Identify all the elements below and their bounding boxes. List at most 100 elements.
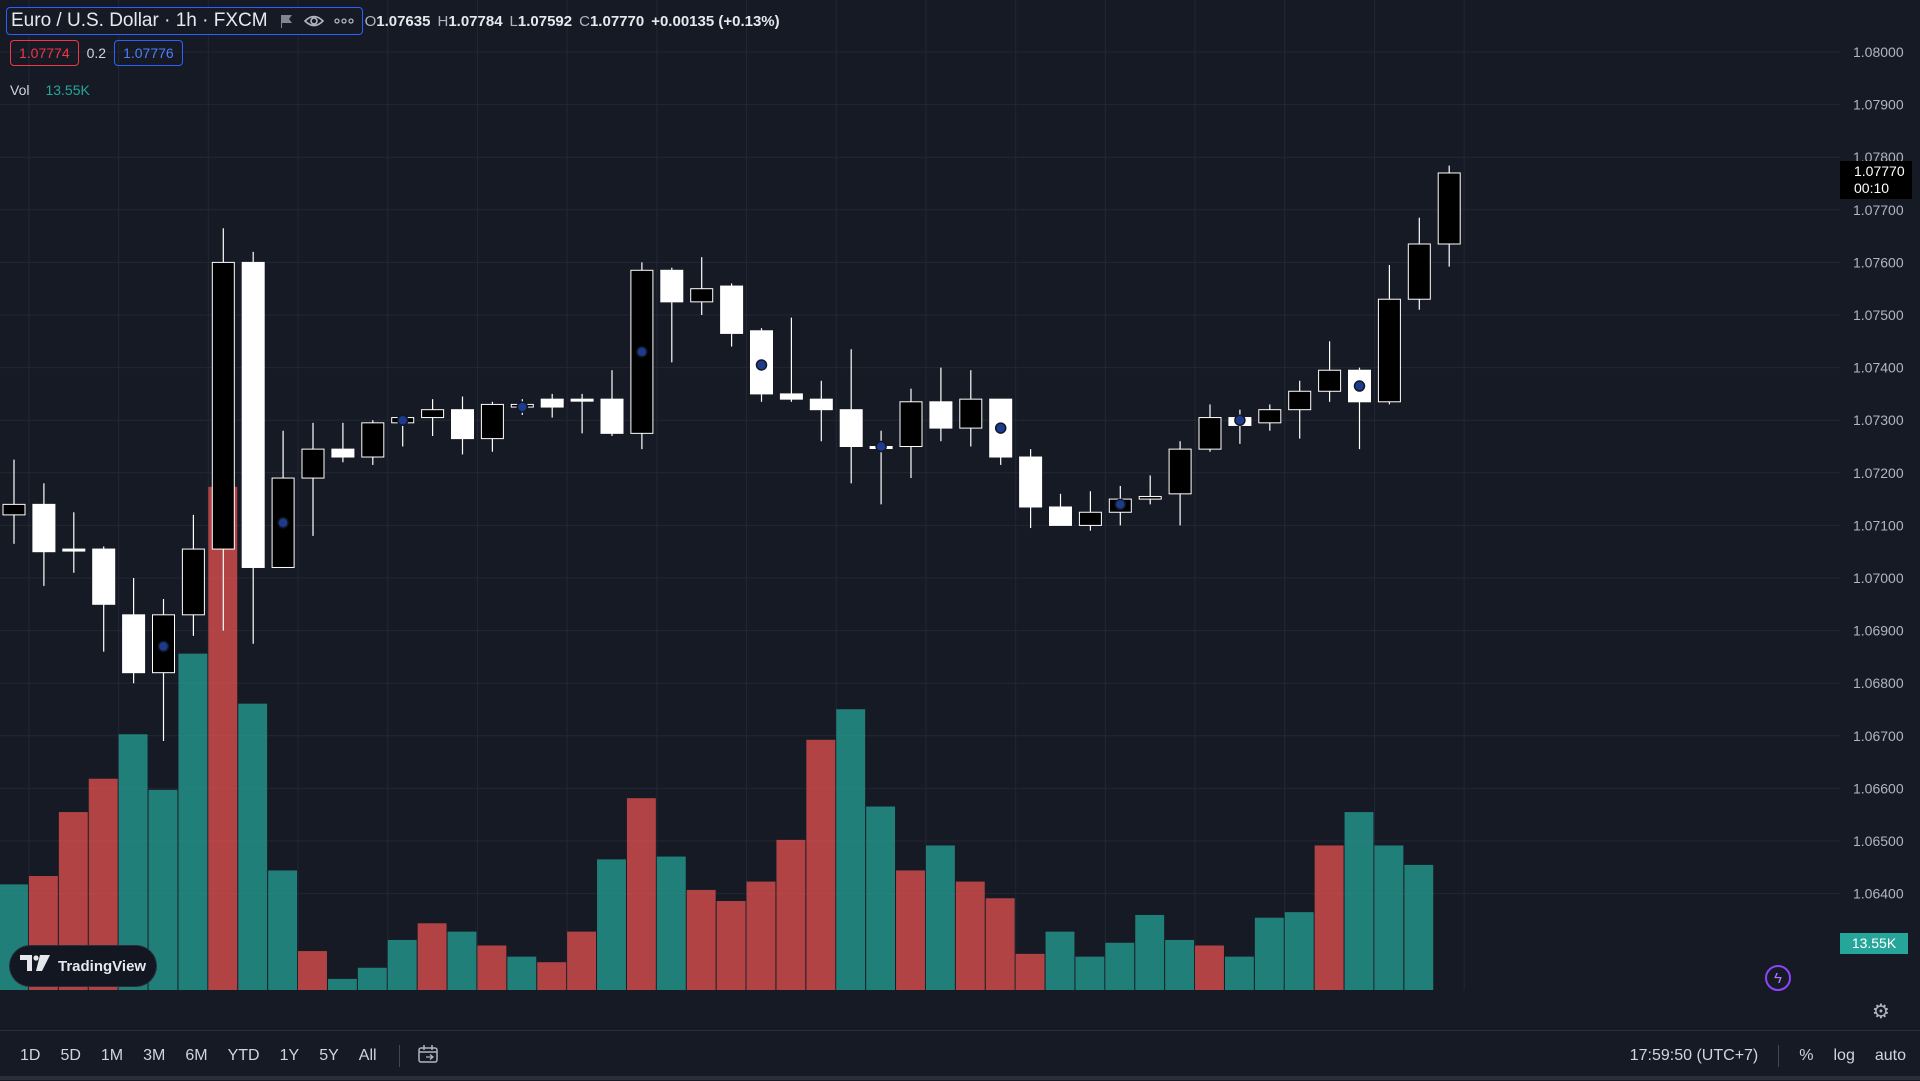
volume-bar (1135, 914, 1165, 990)
volume-label: Vol (10, 82, 30, 98)
last-price-label: 1.07770 00:10 (1840, 160, 1912, 199)
signal-marker (1353, 380, 1366, 392)
sell-price-button[interactable]: 1.07774 (10, 40, 79, 66)
toolbar-divider (398, 1045, 400, 1067)
log-scale-toggle[interactable]: log (1833, 1047, 1855, 1064)
low-value: 1.07592 (517, 12, 573, 30)
price-tick-label: 1.06400 (1853, 886, 1904, 902)
volume-bar (1105, 942, 1135, 990)
volume-bar (1015, 953, 1045, 990)
volume-bar (447, 931, 477, 990)
volume-legend[interactable]: Vol 13.55K (10, 82, 90, 98)
candle (1377, 265, 1401, 405)
price-tick-label: 1.07400 (1853, 360, 1904, 376)
candle (600, 370, 624, 436)
signal-marker (516, 401, 529, 413)
candle (959, 370, 983, 447)
tradingview-logo[interactable]: TradingView (10, 946, 157, 986)
lightning-icon[interactable]: ϟ (1765, 965, 1791, 991)
candle-body (1138, 495, 1162, 500)
candlestick-chart[interactable]: 18:0021:00803:0006:0009:0012:0015:0018:0… (0, 0, 1840, 990)
price-scale[interactable]: 1.080001.079001.078001.077001.076001.075… (1840, 0, 1920, 990)
volume-bar (327, 978, 357, 990)
range-button-5y[interactable]: 5Y (319, 1047, 339, 1064)
candle-body (241, 261, 265, 568)
volume-bar (567, 931, 597, 990)
volume-bar (357, 967, 387, 990)
candle (690, 257, 714, 315)
volume-bar (1195, 945, 1224, 990)
candle (869, 430, 893, 505)
candle (451, 396, 474, 455)
candle (1318, 341, 1342, 402)
volume-bar (597, 859, 626, 990)
candle-body (1288, 390, 1312, 411)
signal-marker (1114, 498, 1127, 511)
volume-bar (656, 856, 686, 990)
eye-icon[interactable] (303, 13, 324, 29)
candle (1407, 217, 1431, 310)
volume-bar (686, 889, 716, 990)
candle-body (600, 398, 624, 434)
candle (361, 420, 385, 465)
candle (540, 393, 564, 418)
ohlc-open: O1.07635 (365, 13, 431, 30)
candle (1348, 367, 1371, 450)
tradingview-logo-icon (20, 955, 50, 977)
candle (32, 483, 56, 586)
range-button-6m[interactable]: 6M (185, 1047, 208, 1064)
percent-scale-toggle[interactable]: % (1799, 1047, 1814, 1064)
range-button-1y[interactable]: 1Y (279, 1047, 300, 1064)
price-tick-label: 1.08000 (1853, 44, 1904, 60)
volume-bar (776, 839, 806, 990)
candle (1138, 475, 1162, 505)
volume-bar (1075, 956, 1105, 990)
buy-price-button[interactable]: 1.07776 (114, 40, 183, 66)
ohlc-close: C1.07770 (579, 13, 644, 30)
volume-bar (626, 798, 656, 990)
candle-body (660, 269, 684, 303)
candle (92, 546, 116, 652)
date-range-buttons: 1D 5D 1M 3M 6M YTD 1Y 5Y All (0, 1047, 377, 1065)
auto-scale-toggle[interactable]: auto (1874, 1047, 1906, 1064)
volume-bar (1045, 931, 1075, 990)
symbol-title[interactable]: Euro / U.S. Dollar · 1h · FXCM (11, 10, 268, 31)
candle-body (959, 398, 983, 429)
volume-bar (507, 956, 537, 990)
range-button-3m[interactable]: 3M (143, 1047, 166, 1064)
close-key: C (579, 12, 590, 30)
candle (1437, 165, 1461, 267)
range-button-1d[interactable]: 1D (20, 1047, 41, 1064)
volume-bar (985, 898, 1015, 990)
volume-bar (896, 870, 925, 990)
range-button-ytd[interactable]: YTD (227, 1047, 260, 1064)
candle (2, 459, 26, 544)
candle (720, 283, 744, 347)
range-button-5d[interactable]: 5D (60, 1047, 81, 1064)
signal-marker (157, 640, 170, 653)
chart-area[interactable]: 18:0021:00803:0006:0009:0012:0015:0018:0… (0, 0, 1840, 990)
range-button-all[interactable]: All (358, 1047, 377, 1064)
flag-icon[interactable] (278, 13, 294, 29)
price-tick-label: 1.06600 (1853, 780, 1904, 796)
candle-body (62, 548, 86, 552)
range-button-1m[interactable]: 1M (100, 1047, 124, 1064)
timezone-clock[interactable]: 17:59:50 (UTC+7) (1629, 1047, 1759, 1064)
low-key: L (509, 12, 518, 30)
candle-body (839, 409, 863, 447)
candle-body (779, 393, 803, 400)
quote-row: 1.07774 0.2 1.07776 (10, 40, 183, 66)
candle (630, 262, 654, 450)
volume-bar (477, 945, 507, 990)
symbol-box[interactable]: Euro / U.S. Dollar · 1h · FXCM (6, 7, 363, 35)
gear-icon[interactable]: ⚙ (1872, 1001, 1890, 1023)
candle (660, 267, 684, 363)
calendar-goto-icon[interactable] (417, 1044, 438, 1068)
price-labels: 1.080001.079001.078001.077001.076001.075… (1853, 44, 1904, 902)
candle-body (32, 503, 56, 553)
volume-bar (178, 653, 208, 990)
candle-body (211, 261, 235, 550)
candle-body (331, 448, 355, 458)
more-icon[interactable] (333, 17, 354, 25)
spread-value: 0.2 (86, 45, 107, 61)
